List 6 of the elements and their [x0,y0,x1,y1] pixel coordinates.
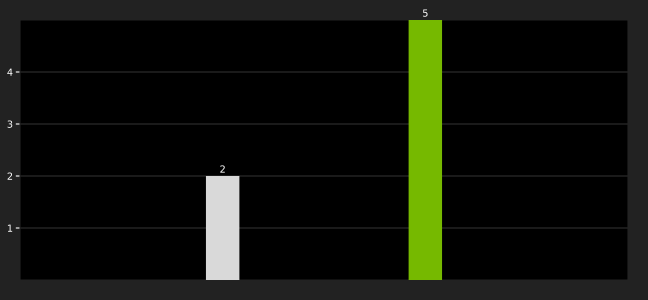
y-tick-label: 3 [8,120,12,128]
y-tick-label: 2 [8,172,12,180]
y-tick-label: 1 [8,224,12,232]
data-label: 2 [220,165,225,173]
y-tick-label: 4 [7,68,13,76]
data-label: 5 [422,10,428,17]
